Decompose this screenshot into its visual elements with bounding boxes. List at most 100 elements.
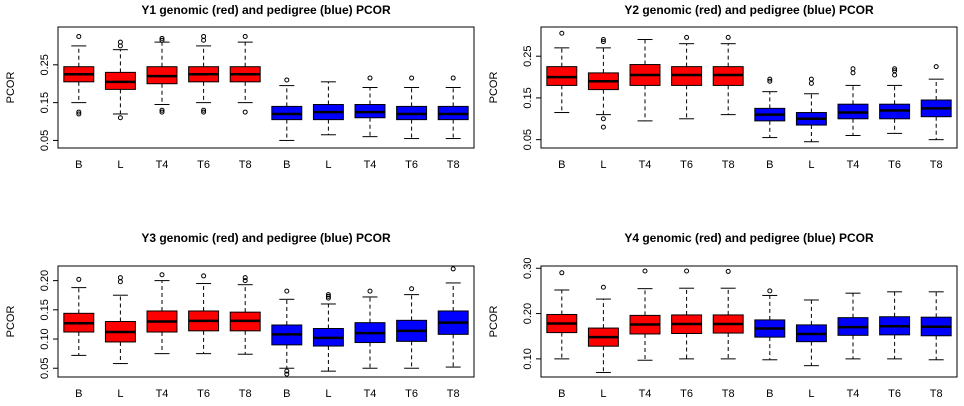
chart-panel-4: Y4 genomic (red) and pedigree (blue) PCO… xyxy=(488,231,958,400)
y-tick-label: 0.20 xyxy=(39,270,51,291)
y-tick-label: 0.20 xyxy=(522,303,534,324)
outlier-point xyxy=(808,80,814,86)
box-10 xyxy=(920,291,952,361)
x-tick-label: L xyxy=(600,159,606,171)
x-tick-label: T8 xyxy=(930,388,943,400)
x-tick-label: L xyxy=(325,388,331,400)
x-tick-label: T8 xyxy=(930,159,943,171)
box-1 xyxy=(63,33,95,117)
outlier-point xyxy=(808,76,814,82)
y-tick-label: 0.05 xyxy=(39,358,51,379)
outlier-point xyxy=(242,33,248,39)
x-tick-label: B xyxy=(558,159,565,171)
y-tick-label: 0.25 xyxy=(522,45,534,66)
box-2 xyxy=(587,37,619,130)
box-7 xyxy=(312,292,344,372)
outlier-point xyxy=(600,37,606,43)
box-8 xyxy=(837,66,869,136)
plot-frame xyxy=(57,265,475,378)
box-9 xyxy=(396,286,428,369)
outlier-point xyxy=(367,75,373,81)
y-tick-label: 0.05 xyxy=(39,130,51,151)
outlier-point xyxy=(201,109,207,115)
outlier-point xyxy=(159,35,165,41)
chart-panel-1: Y1 genomic (red) and pedigree (blue) PCO… xyxy=(5,3,475,171)
outlier-point xyxy=(600,124,606,130)
x-tick-label: T8 xyxy=(239,388,252,400)
x-tick-label: B xyxy=(766,388,773,400)
x-tick-label: T4 xyxy=(847,159,860,171)
box-4 xyxy=(671,34,703,120)
outlier-point xyxy=(201,37,207,43)
outlier-point xyxy=(76,33,82,39)
box-3 xyxy=(629,39,661,122)
x-tick-label: L xyxy=(325,159,331,171)
outlier-point xyxy=(325,295,331,301)
x-tick-label: L xyxy=(117,388,123,400)
chart-title: Y2 genomic (red) and pedigree (blue) PCO… xyxy=(624,3,874,17)
outlier-point xyxy=(600,284,606,290)
outlier-point xyxy=(767,288,773,294)
y-axis-label: PCOR xyxy=(5,72,17,104)
outlier-point xyxy=(76,111,82,117)
outlier-point xyxy=(284,368,290,374)
outlier-point xyxy=(684,268,690,274)
outlier-point xyxy=(367,288,373,294)
box-6 xyxy=(754,76,786,139)
outlier-point xyxy=(117,275,123,281)
x-tick-label: L xyxy=(117,159,123,171)
y-tick-label: 0.10 xyxy=(522,348,534,369)
y-tick-label: 0.15 xyxy=(39,299,51,320)
x-tick-label: B xyxy=(75,159,82,171)
x-tick-label: T4 xyxy=(847,388,860,400)
y-tick-label: 0.30 xyxy=(522,258,534,279)
x-tick-label: T8 xyxy=(447,388,460,400)
plot-frame xyxy=(540,26,958,149)
outlier-point xyxy=(409,286,415,292)
box-8 xyxy=(837,292,869,360)
box-2 xyxy=(587,284,619,373)
x-tick-label: T6 xyxy=(197,159,210,171)
outlier-point xyxy=(892,72,898,78)
outlier-point xyxy=(242,275,248,281)
x-tick-label: B xyxy=(75,388,82,400)
x-tick-label: T4 xyxy=(639,388,652,400)
x-tick-label: L xyxy=(808,159,814,171)
x-tick-label: T8 xyxy=(239,159,252,171)
outlier-point xyxy=(117,279,123,285)
outlier-point xyxy=(642,268,648,274)
x-tick-label: T6 xyxy=(680,159,693,171)
outlier-point xyxy=(159,109,165,115)
x-tick-label: T8 xyxy=(447,159,460,171)
outlier-point xyxy=(201,273,207,279)
x-tick-label: T6 xyxy=(405,388,418,400)
outlier-point xyxy=(242,109,248,115)
x-tick-label: T8 xyxy=(722,159,735,171)
outlier-point xyxy=(767,76,773,82)
box-4 xyxy=(671,268,703,360)
box-2 xyxy=(104,275,136,365)
outlier-point xyxy=(725,34,731,40)
outlier-point xyxy=(600,116,606,122)
outlier-point xyxy=(159,272,165,278)
x-tick-label: B xyxy=(766,159,773,171)
x-tick-label: T6 xyxy=(888,388,901,400)
box-3 xyxy=(146,35,178,115)
box-5 xyxy=(712,34,744,116)
box-1 xyxy=(546,30,578,114)
box-9 xyxy=(396,75,428,140)
y-axis-label: PCOR xyxy=(488,306,500,338)
x-tick-label: T6 xyxy=(888,159,901,171)
box-1 xyxy=(63,276,95,356)
outlier-point xyxy=(600,39,606,45)
x-tick-label: T6 xyxy=(405,159,418,171)
x-tick-label: B xyxy=(283,388,290,400)
box-4 xyxy=(188,33,220,115)
outlier-point xyxy=(117,43,123,49)
box-9 xyxy=(879,66,911,134)
y-tick-label: 0.05 xyxy=(522,129,534,150)
x-tick-label: T4 xyxy=(364,159,377,171)
box-3 xyxy=(629,268,661,361)
outlier-point xyxy=(850,66,856,72)
